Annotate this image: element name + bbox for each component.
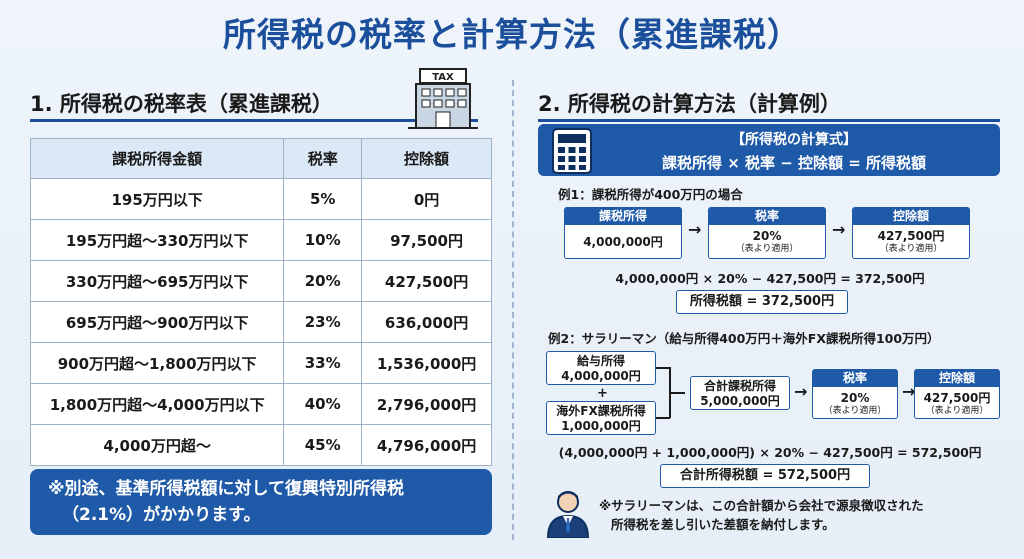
cell-rate: 23% <box>283 301 363 343</box>
cell-rate: 33% <box>283 342 363 384</box>
cell-income: 330万円超〜695万円以下 <box>29 260 285 302</box>
cell-income: 4,000万円超〜 <box>29 424 285 466</box>
header-deduction: 控除額 <box>361 138 492 179</box>
cell-income: 1,800万円超〜4,000万円以下 <box>29 383 285 425</box>
cell-income: 195万円以下 <box>29 178 285 220</box>
example1-label: 例1：課税所得が400万円の場合 <box>558 187 743 202</box>
left-heading-text: 1. 所得税の税率表（累進課税） <box>30 92 333 116</box>
building-sign-text: TAX <box>432 72 454 83</box>
ex2-deduction-card: 控除額 427,500円 （表より適用） <box>914 369 1000 419</box>
arrow-right-icon: → <box>832 220 846 239</box>
cell-rate: 5% <box>283 178 363 220</box>
arrow-right-icon: → <box>688 220 702 239</box>
person-icon <box>546 491 590 538</box>
formula-text: 課税所得 × 税率 − 控除額 = 所得税額 <box>661 154 927 172</box>
cell-income: 695万円超〜900万円以下 <box>29 301 285 343</box>
surtax-note: ※別途、基準所得税額に対して復興特別所得税 （2.1%）がかかります。 <box>30 469 492 535</box>
ex2-ded-note: （表より適用） <box>925 406 989 416</box>
column-divider <box>512 80 514 540</box>
right-heading-text: 2. 所得税の計算方法（計算例） <box>538 92 841 116</box>
table-row: 4,000万円超〜 45% 4,796,000円 <box>29 424 492 466</box>
table-header-row: 課税所得金額 税率 控除額 <box>29 138 492 179</box>
cell-deduction: 1,536,000円 <box>361 342 492 384</box>
ex2-fx-box: 海外FX課税所得 1,000,000円 <box>546 401 656 435</box>
arrow-right-icon: → <box>794 382 808 401</box>
cell-deduction: 427,500円 <box>361 260 492 302</box>
ex1-equation: 4,000,000円 × 20% − 427,500円 = 372,500円 <box>615 271 925 286</box>
ex2-rate-card: 税率 20% （表より適用） <box>812 369 898 419</box>
cell-deduction: 97,500円 <box>361 219 492 261</box>
ex2-salary-box: 給与所得 4,000,000円 <box>546 351 656 385</box>
salaryman-note-line1: ※サラリーマンは、この合計額から会社で源泉徴収された <box>599 498 924 513</box>
cell-income: 195万円超〜330万円以下 <box>29 219 285 261</box>
ex1-deduction-card: 控除額 427,500円 （表より適用） <box>852 207 970 259</box>
ex1-card2-head: 税率 <box>709 208 825 225</box>
ex2-total-label: 合計課税所得 <box>703 379 776 393</box>
ex1-rate-card: 税率 20% （表より適用） <box>708 207 826 259</box>
table-row: 330万円超〜695万円以下 20% 427,500円 <box>29 260 492 302</box>
ex1-card2-note: （表より適用） <box>735 244 799 254</box>
bracket-line <box>669 392 685 394</box>
ex1-card1-head: 課税所得 <box>565 208 681 225</box>
ex2-salary-value: 4,000,000円 <box>561 369 641 383</box>
building-icon: TAX <box>408 68 478 129</box>
left-heading: 1. 所得税の税率表（累進課税） <box>30 88 478 122</box>
tax-rate-table: 課税所得金額 税率 控除額 195万円以下 5% 0円 195万円超〜330万円以下… <box>29 138 492 466</box>
cell-deduction: 0円 <box>361 178 492 220</box>
cell-rate: 10% <box>283 219 363 261</box>
surtax-note-line1: ※別途、基準所得税額に対して復興特別所得税 <box>48 479 405 499</box>
bracket-line <box>656 367 670 369</box>
table-row: 900万円超〜1,800万円以下 33% 1,536,000円 <box>29 342 492 384</box>
header-taxable-income: 課税所得金額 <box>29 138 285 179</box>
ex2-ded-value: 427,500円 <box>923 391 991 405</box>
ex2-total-value: 5,000,000円 <box>700 394 780 408</box>
ex2-ded-head: 控除額 <box>915 370 999 387</box>
ex1-card2-value: 20% <box>752 229 782 243</box>
salaryman-note-line2: 所得税を差し引いた差額を納付します。 <box>611 517 835 532</box>
cell-deduction: 636,000円 <box>361 301 492 343</box>
arrow-right-icon: → <box>902 382 916 401</box>
ex2-result: 合計所得税額 = 572,500円 <box>660 464 870 488</box>
right-heading: 2. 所得税の計算方法（計算例） <box>538 88 1000 122</box>
cell-deduction: 4,796,000円 <box>361 424 492 466</box>
table-row: 695万円超〜900万円以下 23% 636,000円 <box>29 301 492 343</box>
salaryman-note: ※サラリーマンは、この合計額から会社で源泉徴収された 所得税を差し引いた差額を納… <box>599 496 999 534</box>
table-row: 1,800万円超〜4,000万円以下 40% 2,796,000円 <box>29 383 492 425</box>
surtax-note-line2: （2.1%）がかかります。 <box>62 505 261 525</box>
cell-rate: 40% <box>283 383 363 425</box>
ex2-rate-head: 税率 <box>813 370 897 387</box>
ex2-equation: (4,000,000円 + 1,000,000円) × 20% − 427,50… <box>558 445 982 460</box>
cell-rate: 45% <box>283 424 363 466</box>
ex2-rate-note: （表より適用） <box>823 406 887 416</box>
page-title: 所得税の税率と計算方法（累進課税） <box>223 15 801 54</box>
formula-box: 【所得税の計算式】 課税所得 × 税率 − 控除額 = 所得税額 <box>538 124 1000 176</box>
cell-deduction: 2,796,000円 <box>361 383 492 425</box>
ex1-card3-value: 427,500円 <box>877 229 945 243</box>
ex1-card3-note: （表より適用） <box>879 244 943 254</box>
example2-label: 例2：サラリーマン（給与所得400万円＋海外FX課税所得100万円） <box>548 331 940 346</box>
table-row: 195万円以下 5% 0円 <box>29 178 492 220</box>
cell-income: 900万円超〜1,800万円以下 <box>29 342 285 384</box>
ex2-fx-value: 1,000,000円 <box>561 419 641 433</box>
cell-rate: 20% <box>283 260 363 302</box>
ex1-result: 所得税額 = 372,500円 <box>676 290 848 314</box>
ex1-card1-value: 4,000,000円 <box>583 235 663 249</box>
formula-title: 【所得税の計算式】 <box>731 132 857 148</box>
table-row: 195万円超〜330万円以下 10% 97,500円 <box>29 219 492 261</box>
ex2-fx-label: 海外FX課税所得 <box>556 404 646 418</box>
ex1-card3-head: 控除額 <box>853 208 969 225</box>
ex1-taxable-income-card: 課税所得 4,000,000円 <box>564 207 682 259</box>
calculator-icon <box>552 128 592 174</box>
header-rate: 税率 <box>283 138 363 179</box>
plus-sign: + <box>597 386 608 401</box>
ex2-salary-label: 給与所得 <box>576 354 625 368</box>
ex2-total-box: 合計課税所得 5,000,000円 <box>690 376 790 410</box>
bracket-line <box>656 417 670 419</box>
ex2-rate-value: 20% <box>840 391 870 405</box>
